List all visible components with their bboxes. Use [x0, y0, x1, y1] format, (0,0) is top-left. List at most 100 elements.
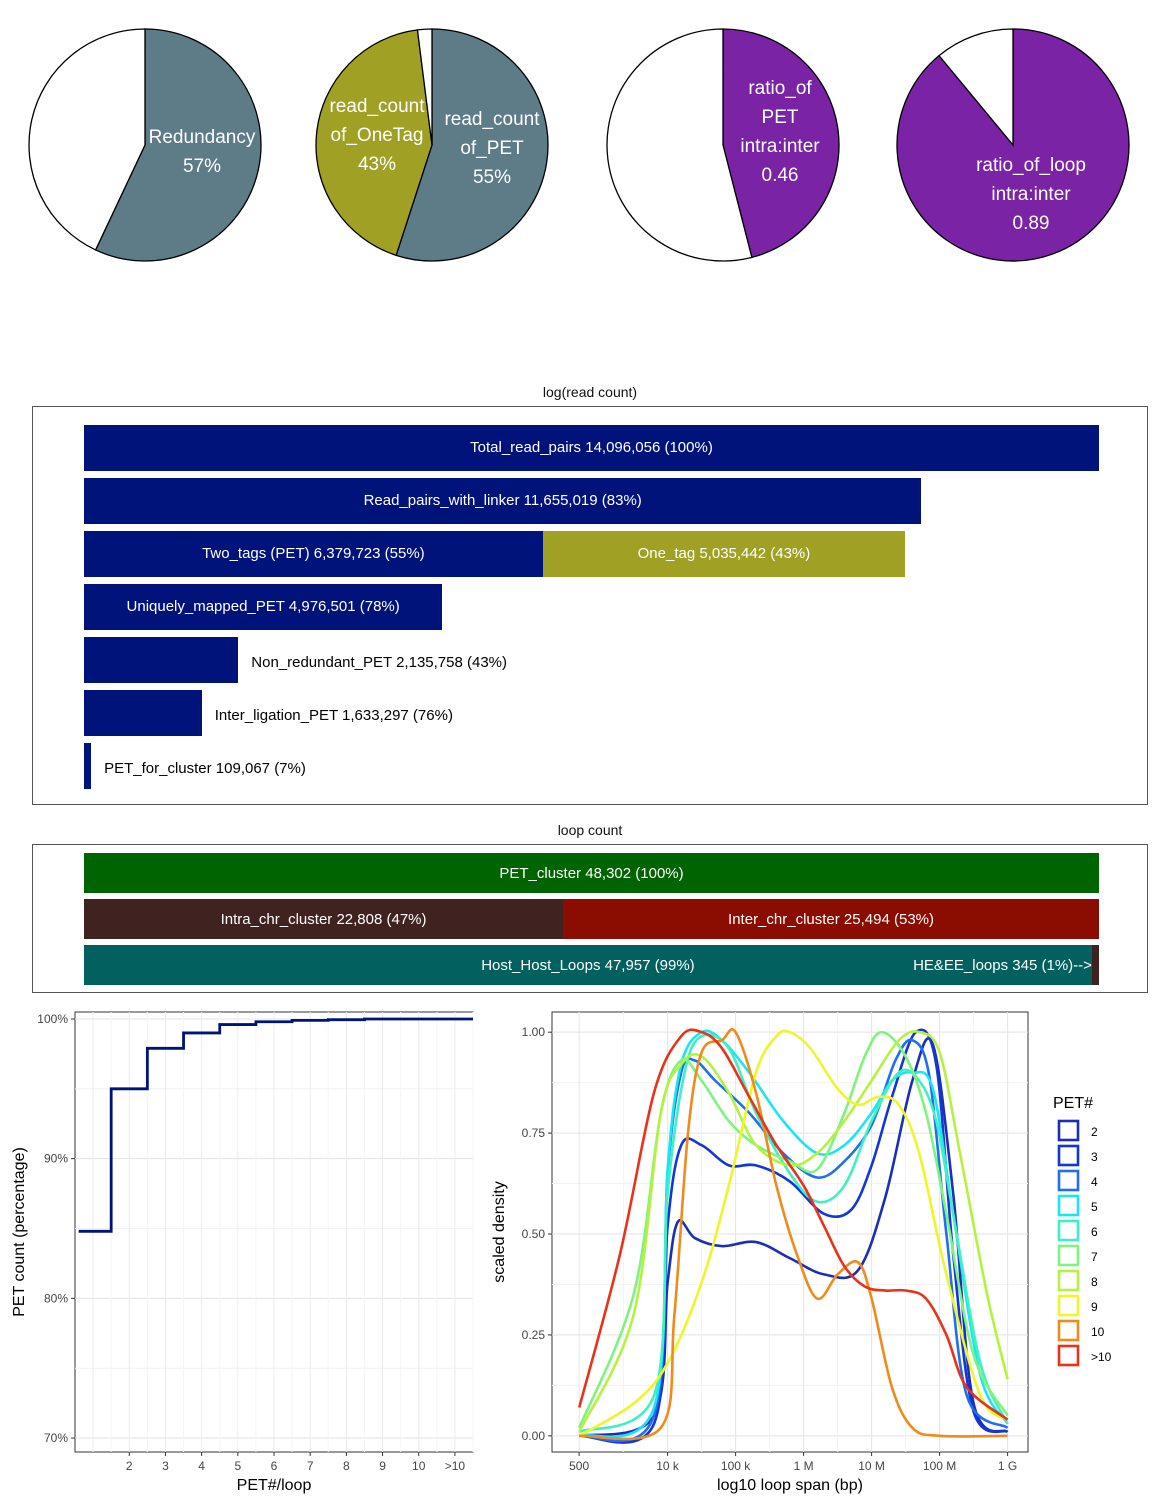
- readcount-title: log(read count): [542, 384, 638, 400]
- pie-2-slice-1: [395, 28, 549, 262]
- x-tick-label: >10: [445, 1459, 466, 1473]
- x-tick-label: 1 G: [998, 1459, 1017, 1473]
- readcount-bar: [84, 584, 443, 630]
- loop-span-density-chart: 0.00 0.25 0.50 0.75 1.00 500 10 k 100 k 1 M 10 M 1…: [491, 1011, 1112, 1494]
- pie-2-label: 55%: [473, 167, 511, 188]
- density-line-1: [578, 1037, 1009, 1438]
- y-tick-label: 90%: [44, 1152, 68, 1166]
- loopcount-title: loop count: [557, 822, 623, 838]
- readcount-bar-label: Inter_ligation_PET 1,633,297 (76%): [214, 707, 453, 724]
- x-tick-label: 5: [234, 1459, 241, 1473]
- pie-2-label: of_PET: [460, 138, 524, 159]
- y-tick-label: 1.00: [522, 1025, 546, 1039]
- pie-3-label: 0.46: [762, 165, 799, 186]
- he-ee-loops-label: HE&EE_loops 345 (1%)-->: [913, 957, 1092, 974]
- legend-label: 5: [1091, 1200, 1098, 1214]
- x-tick-label: 10: [412, 1459, 426, 1473]
- y-axis-label: scaled density: [491, 1181, 508, 1282]
- pie-2-slice-2: [315, 29, 433, 257]
- legend-label: 2: [1091, 1125, 1098, 1139]
- readcount-bar-label: Total_read_pairs 14,096,056 (100%): [470, 439, 713, 456]
- density-line-9: [579, 1027, 1008, 1441]
- loopcount-panel: PET_cluster 48,302 (100%) Intra_chr_clust…: [32, 844, 1148, 993]
- legend-swatch: [1057, 1219, 1080, 1242]
- pie-2-label: of_OneTag: [331, 125, 424, 146]
- readcount-bar-label: One_tag 5,035,442 (43%): [637, 545, 811, 562]
- y-tick-label: 0.25: [522, 1328, 546, 1342]
- x-tick-label: 9: [379, 1459, 386, 1473]
- pie-3-label: intra:inter: [740, 136, 820, 157]
- readcount-bar: [84, 531, 543, 577]
- legend-swatch: [1057, 1144, 1080, 1167]
- legend-label: 8: [1091, 1275, 1098, 1289]
- readcount-bar-label: Non_redundant_PET 2,135,758 (43%): [251, 654, 508, 671]
- pie-3-label: ratio_of: [748, 78, 812, 99]
- loopcount-bar: [84, 853, 1099, 893]
- legend-label: 6: [1091, 1225, 1098, 1239]
- readcount-bar: [542, 531, 906, 577]
- pie-4-label: ratio_of_loop: [976, 155, 1086, 176]
- x-tick-label: 3: [162, 1459, 169, 1473]
- loopcount-bar: [563, 899, 1099, 939]
- x-axis-label: PET#/loop: [237, 1477, 312, 1494]
- readcount-panel: Total_read_pairs 14,096,056 (100%) Read_p…: [32, 406, 1148, 805]
- pie-3-slice-1: [722, 28, 840, 259]
- y-tick-label: 0.00: [522, 1429, 546, 1443]
- legend-label: 9: [1091, 1300, 1098, 1314]
- pie-4-label: intra:inter: [991, 184, 1071, 205]
- legend-swatch: [1057, 1344, 1080, 1367]
- readcount-bar-label: Uniquely_mapped_PET 4,976,501 (78%): [126, 598, 400, 615]
- legend-label: 4: [1091, 1175, 1098, 1189]
- x-tick-label: 1 M: [794, 1459, 814, 1473]
- loopcount-bar-label: Host_Host_Loops 47,957 (99%): [481, 957, 695, 974]
- x-tick-label: 10 k: [656, 1459, 680, 1473]
- readcount-bar: [84, 690, 202, 736]
- x-axis-label: log10 loop span (bp): [717, 1477, 863, 1494]
- loopcount-bar-label: Intra_chr_cluster 22,808 (47%): [220, 911, 427, 928]
- readcount-bar: [84, 478, 922, 524]
- readcount-bar: [84, 637, 239, 683]
- x-tick-label: 6: [271, 1459, 278, 1473]
- pie-1-slice-1: [94, 28, 262, 262]
- legend-label: 7: [1091, 1250, 1098, 1264]
- x-tick-label: 500: [569, 1459, 589, 1473]
- legend-swatch: [1057, 1169, 1080, 1192]
- loopcount-bar: [84, 945, 1092, 985]
- y-tick-label: 70%: [44, 1431, 68, 1445]
- readcount-bar-label: Two_tags (PET) 6,379,723 (55%): [202, 545, 425, 562]
- x-tick-label: 8: [343, 1459, 350, 1473]
- pie-2-label: read_count: [329, 96, 425, 117]
- legend-swatch: [1057, 1194, 1080, 1217]
- density-line-8: [578, 1029, 1009, 1437]
- pie-2-slice-3: [416, 28, 433, 146]
- pie-1-slice-2: [28, 28, 146, 251]
- readcount-bar: [84, 425, 1099, 471]
- loopcount-bar-label: PET_cluster 48,302 (100%): [499, 865, 684, 882]
- pet-count-step-chart: 70% 80% 90% 100% 2 3 4 5 6 7 8 9 10 >10 PET#/loop PET c…: [11, 1011, 474, 1494]
- pie-4-slice-2: [938, 28, 1014, 147]
- legend-label: >10: [1091, 1350, 1112, 1364]
- pie-1-label: Redundancy: [149, 127, 256, 148]
- y-axis-label: PET count (percentage): [11, 1147, 28, 1317]
- loopcount-bar: [1091, 945, 1099, 985]
- x-tick-label: 2: [126, 1459, 133, 1473]
- y-tick-label: 80%: [44, 1291, 68, 1305]
- legend-title: PET#: [1053, 1095, 1093, 1112]
- x-tick-label: 10 M: [858, 1459, 885, 1473]
- legend-swatch: [1057, 1269, 1080, 1292]
- loopcount-bar-label: Inter_chr_cluster 25,494 (53%): [728, 911, 934, 928]
- density-line-7: [578, 1030, 1009, 1433]
- x-tick-label: 7: [307, 1459, 314, 1473]
- pie-charts-row: Redundancy 57% read_count of_OneTag 43% read_…: [28, 28, 1130, 262]
- y-tick-label: 0.75: [522, 1126, 546, 1140]
- legend-swatch: [1057, 1319, 1080, 1342]
- legend-label: 10: [1091, 1325, 1105, 1339]
- y-tick-label: 100%: [37, 1012, 68, 1026]
- x-tick-label: 100 k: [721, 1459, 751, 1473]
- legend-swatch: [1057, 1244, 1080, 1267]
- readcount-bar: [84, 743, 92, 789]
- loopcount-bar: [84, 899, 564, 939]
- legend-swatch: [1057, 1294, 1080, 1317]
- density-line-10: [577, 1028, 1009, 1421]
- pie-3-slice-2: [606, 28, 753, 262]
